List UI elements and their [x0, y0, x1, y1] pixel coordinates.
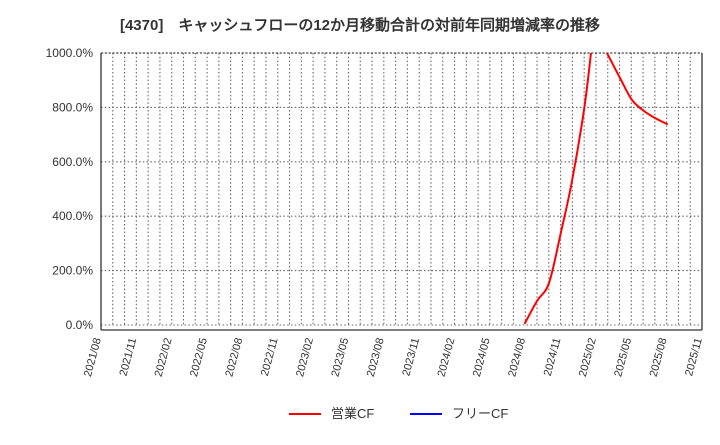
- svg-text:200.0%: 200.0%: [52, 264, 93, 278]
- svg-text:2024/05: 2024/05: [471, 337, 493, 379]
- svg-text:2021/08: 2021/08: [82, 337, 104, 379]
- svg-text:2022/08: 2022/08: [223, 337, 245, 379]
- svg-text:フリーCF: フリーCF: [452, 406, 508, 421]
- svg-text:2022/11: 2022/11: [259, 337, 281, 378]
- svg-text:2023/08: 2023/08: [365, 337, 387, 379]
- svg-text:2023/05: 2023/05: [329, 337, 351, 379]
- svg-text:2022/05: 2022/05: [188, 337, 210, 379]
- svg-text:2025/05: 2025/05: [612, 337, 634, 379]
- svg-text:800.0%: 800.0%: [52, 100, 93, 114]
- svg-text:400.0%: 400.0%: [52, 209, 93, 223]
- svg-text:2021/11: 2021/11: [118, 337, 140, 378]
- svg-text:600.0%: 600.0%: [52, 155, 93, 169]
- svg-text:2024/08: 2024/08: [506, 337, 528, 379]
- svg-text:2024/02: 2024/02: [436, 337, 458, 379]
- svg-text:2025/08: 2025/08: [648, 337, 670, 379]
- svg-text:2023/02: 2023/02: [294, 337, 316, 379]
- svg-text:2022/02: 2022/02: [153, 337, 175, 379]
- svg-text:2025/11: 2025/11: [683, 337, 705, 378]
- svg-text:2023/11: 2023/11: [400, 337, 422, 378]
- svg-text:0.0%: 0.0%: [66, 318, 94, 332]
- svg-text:1000.0%: 1000.0%: [46, 46, 94, 60]
- svg-text:2025/02: 2025/02: [577, 337, 599, 379]
- svg-text:2024/11: 2024/11: [542, 337, 564, 378]
- svg-text:営業CF: 営業CF: [331, 406, 374, 421]
